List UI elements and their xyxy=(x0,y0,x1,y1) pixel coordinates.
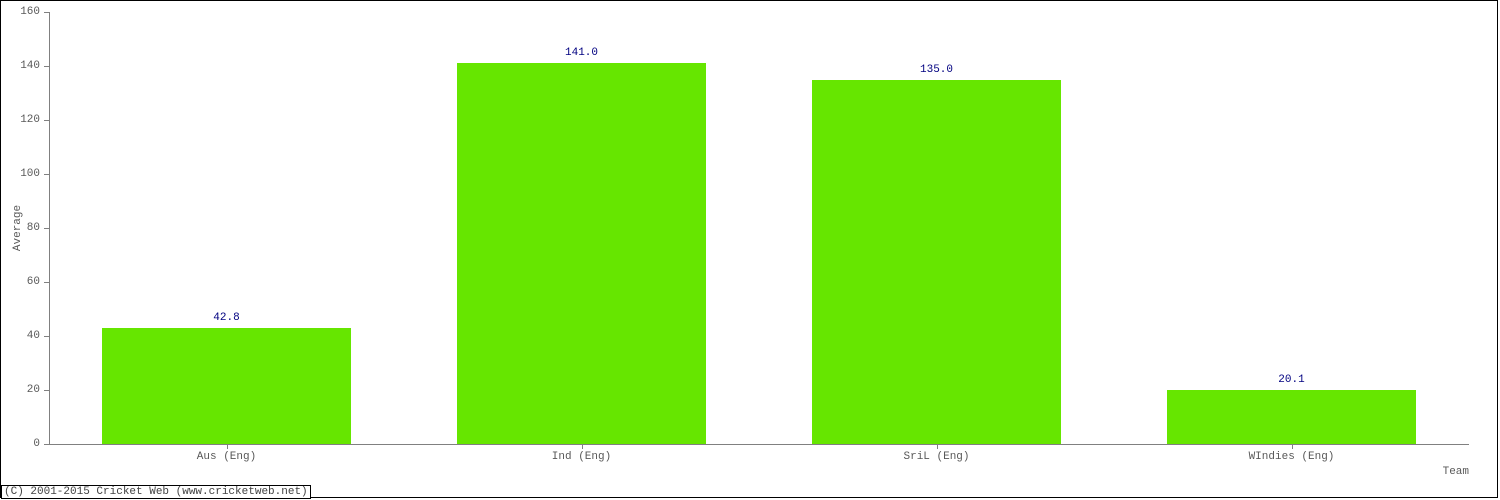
x-tick xyxy=(582,444,584,449)
y-tick-label: 160 xyxy=(0,6,40,18)
bar-value-label: 42.8 xyxy=(213,312,239,324)
bar xyxy=(102,328,351,444)
y-tick-label: 20 xyxy=(0,384,40,396)
chart-container: 020406080100120140160Average42.8Aus (Eng… xyxy=(0,0,1500,500)
y-tick-label: 140 xyxy=(0,60,40,72)
x-axis-line xyxy=(49,444,1469,445)
bar-value-label: 20.1 xyxy=(1278,374,1304,386)
y-axis-title: Average xyxy=(12,205,24,251)
bar-value-label: 135.0 xyxy=(920,64,953,76)
x-tick-label: SriL (Eng) xyxy=(903,451,969,463)
y-tick xyxy=(44,66,49,68)
x-tick xyxy=(227,444,229,449)
y-axis-line xyxy=(49,12,50,444)
bar xyxy=(812,80,1061,445)
bar-value-label: 141.0 xyxy=(565,47,598,59)
x-axis-title: Team xyxy=(1443,466,1469,478)
y-tick-label: 100 xyxy=(0,168,40,180)
copyright-label: (C) 2001-2015 Cricket Web (www.cricketwe… xyxy=(1,485,311,499)
y-tick-label: 60 xyxy=(0,276,40,288)
x-tick-label: Aus (Eng) xyxy=(197,451,256,463)
x-tick-label: WIndies (Eng) xyxy=(1249,451,1335,463)
x-tick xyxy=(937,444,939,449)
bar xyxy=(1167,390,1416,444)
y-tick-label: 40 xyxy=(0,330,40,342)
x-tick-label: Ind (Eng) xyxy=(552,451,611,463)
bar xyxy=(457,63,706,444)
y-tick xyxy=(44,174,49,176)
y-tick xyxy=(44,12,49,14)
y-tick xyxy=(44,120,49,122)
y-tick xyxy=(44,282,49,284)
y-tick-label: 120 xyxy=(0,114,40,126)
y-tick-label: 0 xyxy=(0,438,40,450)
y-tick xyxy=(44,444,49,446)
y-tick xyxy=(44,336,49,338)
y-tick xyxy=(44,228,49,230)
copyright-text: (C) 2001-2015 Cricket Web (www.cricketwe… xyxy=(4,486,308,498)
y-tick xyxy=(44,390,49,392)
x-tick xyxy=(1292,444,1294,449)
